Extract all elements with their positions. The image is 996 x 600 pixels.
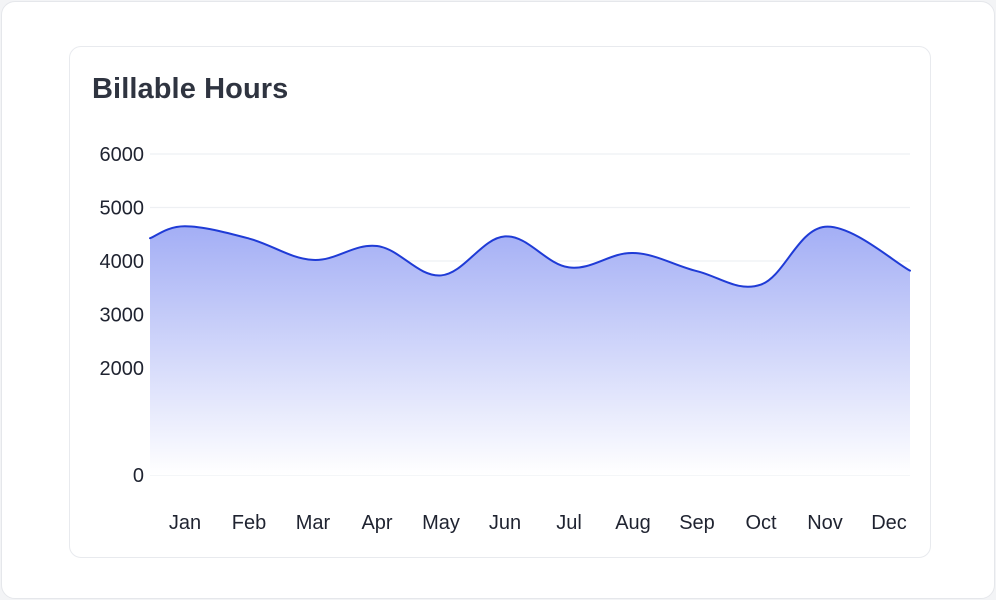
x-tick-label: Aug — [615, 512, 651, 534]
x-tick-label: Sep — [679, 512, 715, 534]
x-tick-label: Dec — [871, 512, 907, 534]
y-tick-label: 5000 — [100, 198, 145, 220]
x-tick-label: Oct — [745, 512, 777, 534]
x-tick-label: Mar — [296, 512, 331, 534]
x-tick-label: Feb — [232, 512, 266, 534]
y-tick-label: 6000 — [100, 144, 145, 166]
x-tick-label: May — [422, 512, 460, 534]
y-tick-label: 2000 — [100, 358, 145, 380]
x-tick-label: Apr — [361, 512, 392, 534]
x-tick-label: Jan — [169, 512, 201, 534]
series-line — [149, 225, 911, 288]
x-tick-label: Jul — [556, 512, 582, 534]
area-chart: 6000 5000 4000 3000 2000 0 Jan Feb Mar Apr May Jun… — [100, 144, 911, 534]
y-tick-label: 4000 — [100, 251, 145, 273]
chart-card: Billable Hours 6000 5000 4000 3000 2000 0 Jan… — [69, 46, 931, 558]
y-tick-label: 3000 — [100, 305, 145, 327]
x-tick-label: Nov — [807, 512, 843, 534]
area-fill — [150, 226, 910, 475]
y-tick-label: 0 — [133, 465, 144, 487]
x-tick-label: Jun — [489, 512, 521, 534]
chart-title: Billable Hours — [92, 73, 289, 105]
